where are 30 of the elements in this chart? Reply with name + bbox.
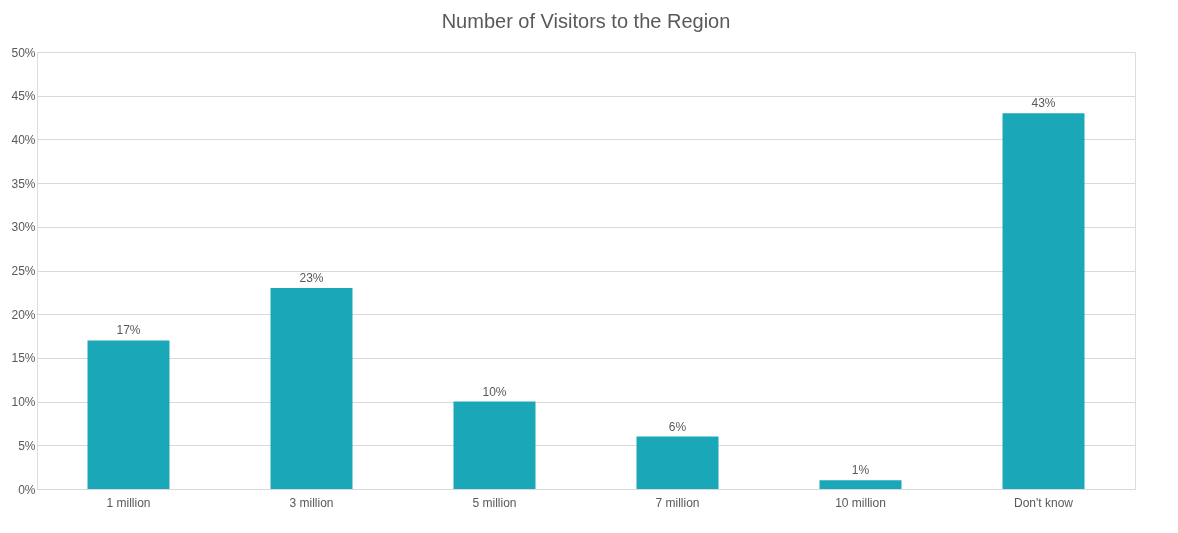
data-label: 1% [851,463,870,478]
data-label: 6% [668,419,687,434]
x-tick-label: 10 million [835,495,886,510]
y-tick-label: 20% [11,307,36,322]
y-tick-label: 30% [11,220,36,235]
bar [636,436,719,489]
y-tick-label: 50% [11,45,36,60]
chart-title: Number of Visitors to the Region [441,10,731,32]
y-tick-label: 25% [11,264,36,278]
y-tick-label: 0% [18,482,36,497]
bar [819,480,902,489]
y-tick-label: 10% [11,395,36,410]
y-tick-label: 15% [11,351,36,366]
x-tick-label: Don't know [1014,495,1074,510]
data-label: 23% [299,270,324,285]
data-label: 10% [482,384,507,399]
bar [87,340,170,489]
y-tick-label: 5% [18,438,36,453]
bar [453,401,536,489]
x-tick-label: 1 million [106,495,151,510]
y-tick-label: 40% [11,132,36,147]
x-tick-label: 7 million [655,495,700,510]
x-tick-label: 5 million [472,495,517,510]
y-tick-label: 35% [11,176,36,191]
bar [270,287,353,489]
data-label: 43% [1031,96,1056,111]
bar [1002,113,1085,489]
y-tick-label: 45% [11,89,36,104]
data-label: 17% [116,323,141,338]
x-tick-label: 3 million [289,495,334,510]
